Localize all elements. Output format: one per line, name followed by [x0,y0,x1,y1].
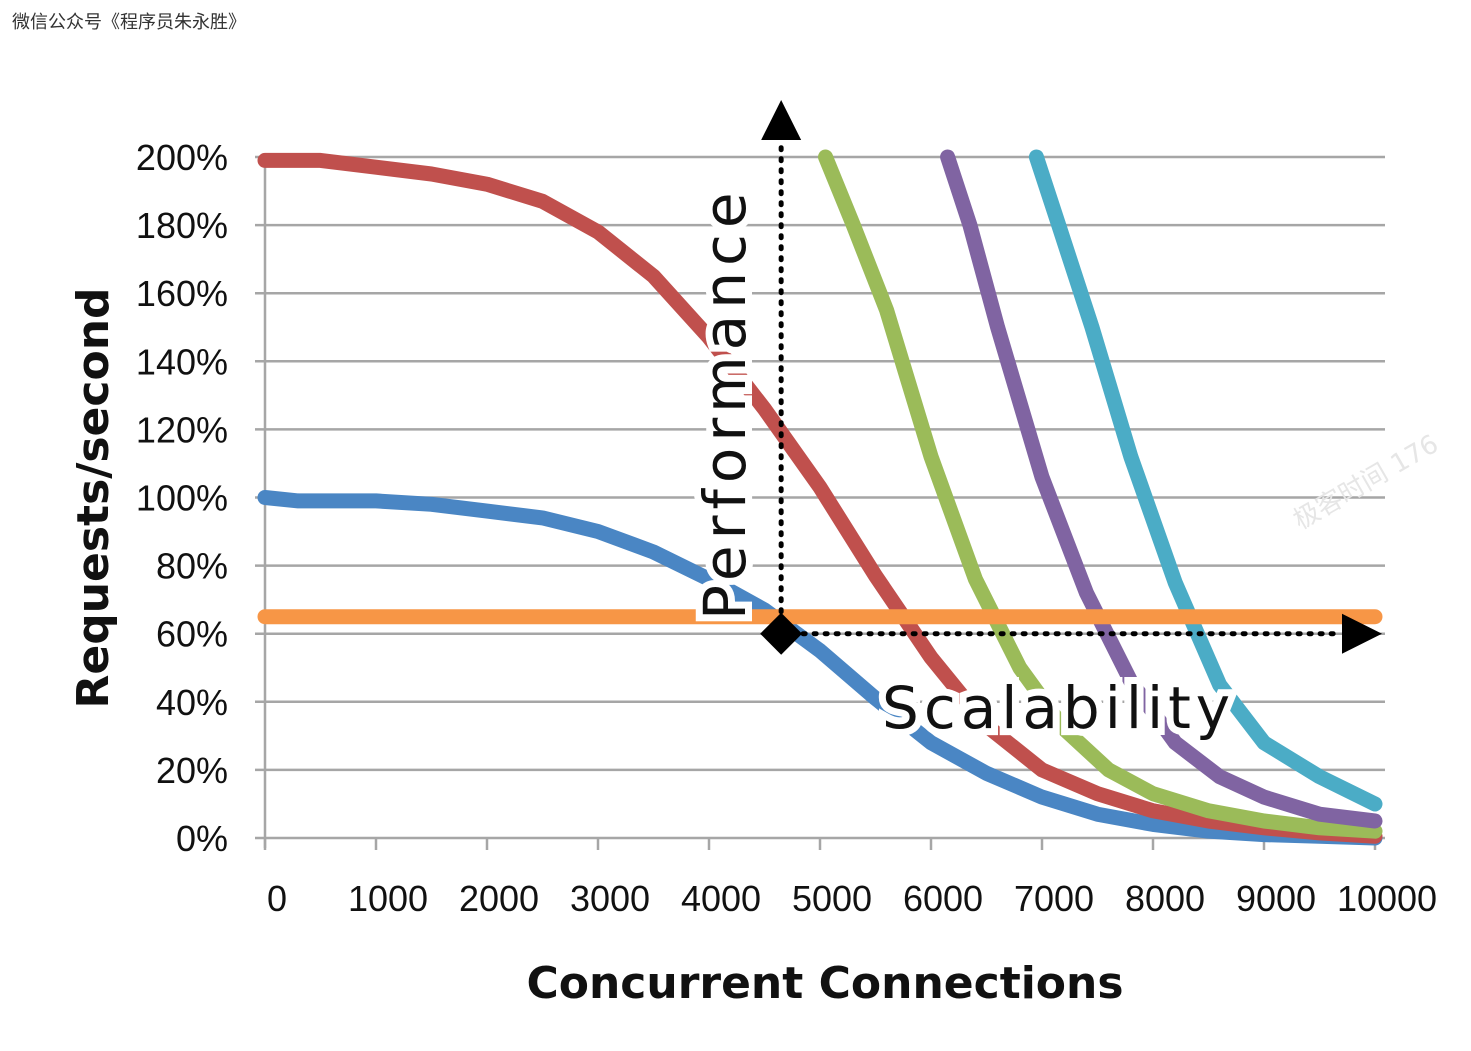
y-tick-label: 200% [136,137,228,178]
x-tick-label: 5000 [792,878,872,919]
y-tick-label: 140% [136,341,228,382]
y-tick-label: 40% [156,682,228,723]
series-line-teal [1028,149,1383,812]
x-axis-title: Concurrent Connections [526,958,1123,1009]
y-axis-title: Requests/second [68,287,119,708]
x-tick-label: 3000 [570,878,650,919]
y-tick-label: 180% [136,205,228,246]
x-tick-label: 4000 [681,878,761,919]
x-tick-labels: 0 1000 2000 3000 4000 5000 6000 7000 8000 9000 100… [267,878,1437,919]
x-tick-label: 7000 [1014,878,1094,919]
x-tick-label: 0 [267,878,287,919]
y-tick-label: 120% [136,409,228,450]
header-caption: 微信公众号《程序员朱永胜》 [12,12,246,33]
y-tick-label: 100% [136,478,228,519]
annotations: Performance Scalability [684,100,1382,749]
watermark: 极客时间 176 [1289,429,1444,536]
x-tick-label: 10000 [1337,878,1437,919]
y-tick-labels: 0% 20% 40% 60% 80% 100% 120% 140% 160% 180% 200% [136,137,228,859]
y-tick-label: 60% [156,614,228,655]
x-tick-label: 9000 [1236,878,1316,919]
y-tick-label: 80% [156,546,228,587]
y-tick-label: 20% [156,750,228,791]
x-tick-label: 2000 [459,878,539,919]
series-lines [257,149,1383,846]
origin-diamond [760,612,803,655]
series-line-green [818,149,1383,839]
series-line-purple [940,149,1383,829]
series-line-blue [257,490,1383,846]
y-tick-label: 160% [136,273,228,314]
series-line-red [257,152,1383,844]
scalability-arrowhead [1342,613,1382,654]
scalability-label: Scalability [882,674,1235,742]
x-tick-label: 6000 [903,878,983,919]
y-tick-label: 0% [176,818,228,859]
performance-label: Performance [691,186,759,620]
x-tick-label: 1000 [348,878,428,919]
x-tick-label: 8000 [1125,878,1205,919]
performance-arrowhead [761,100,802,140]
